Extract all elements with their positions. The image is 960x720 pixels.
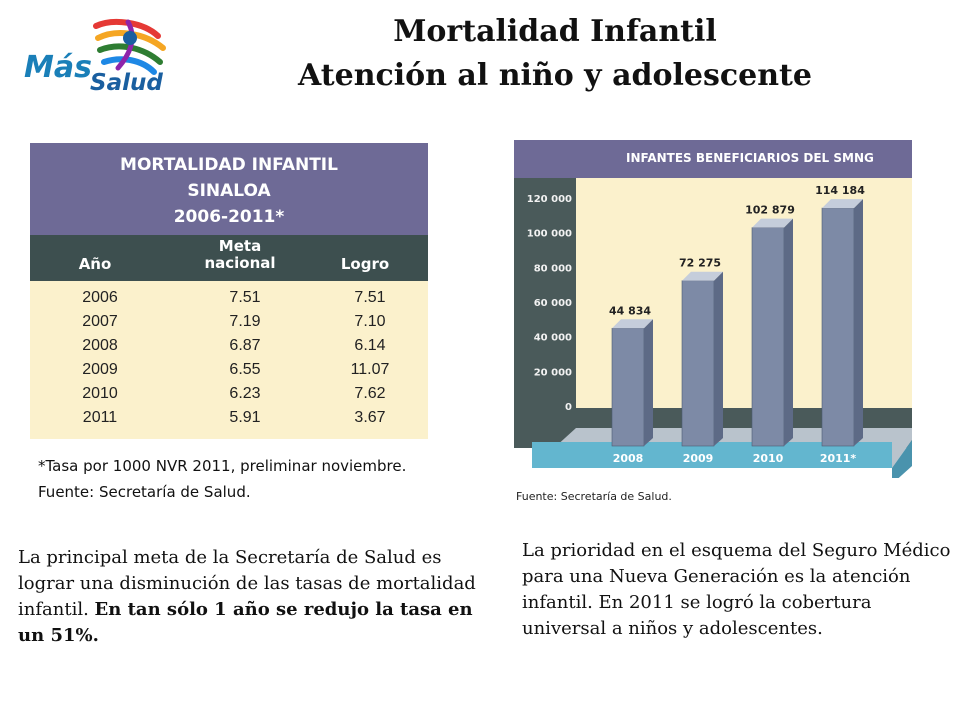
table-title-line: SINALOA bbox=[187, 181, 271, 201]
mortality-table-image: MORTALIDAD INFANTIL SINALOA 2006-2011* A… bbox=[30, 143, 428, 518]
page-title: Mortalidad Infantil bbox=[393, 14, 717, 49]
cell-achievement: 6.14 bbox=[354, 337, 386, 354]
table-title-line: 2006-2011* bbox=[173, 207, 285, 227]
col-header-year: Año bbox=[78, 255, 112, 273]
bar-side bbox=[714, 271, 723, 446]
y-tick-label: 0 bbox=[565, 402, 572, 413]
left-caption: La principal meta de la Secretaría de Sa… bbox=[18, 545, 478, 649]
bar-value-label: 44 834 bbox=[609, 304, 651, 317]
cell-achievement: 3.67 bbox=[354, 409, 386, 426]
bar-side bbox=[854, 199, 863, 446]
table-row: 2010 6.23 7.62 bbox=[30, 385, 428, 407]
cell-goal: 7.51 bbox=[229, 289, 261, 306]
bar-top bbox=[682, 271, 723, 281]
bar-value-label: 102 879 bbox=[745, 204, 795, 217]
cell-achievement: 7.51 bbox=[354, 289, 386, 306]
cell-year: 2006 bbox=[82, 289, 118, 306]
y-tick-label: 20 000 bbox=[534, 367, 572, 378]
bar bbox=[611, 327, 645, 447]
cell-goal: 7.19 bbox=[229, 313, 261, 330]
bar-side bbox=[644, 319, 653, 446]
cell-achievement: 11.07 bbox=[350, 361, 390, 378]
mas-salud-logo bbox=[18, 16, 178, 102]
logo-word-salud: Salud bbox=[90, 70, 163, 96]
table-body: 2006 7.51 7.51 2007 7.19 7.10 2008 6.87 … bbox=[30, 281, 428, 439]
table-title-block: MORTALIDAD INFANTIL SINALOA 2006-2011* bbox=[30, 143, 428, 235]
chart-title: INFANTES BENEFICIARIOS DEL SMNG bbox=[626, 151, 874, 165]
cell-achievement: 7.10 bbox=[354, 313, 386, 330]
left-caption-text: La principal meta de la Secretaría de Sa… bbox=[18, 547, 476, 620]
chart-floor-band bbox=[532, 442, 892, 468]
chart-floor-side bbox=[892, 440, 912, 478]
cell-year: 2010 bbox=[82, 385, 118, 402]
table-header-row: Año Meta nacional Logro bbox=[30, 235, 428, 281]
y-tick-label: 60 000 bbox=[534, 298, 572, 309]
table-note: *Tasa por 1000 NVR 2011, preliminar novi… bbox=[38, 457, 407, 475]
bar-value-label: 114 184 bbox=[815, 184, 865, 197]
x-tick-label: 2008 bbox=[613, 452, 644, 465]
bar-top bbox=[612, 319, 653, 329]
cell-year: 2008 bbox=[82, 337, 118, 354]
table-row: 2006 7.51 7.51 bbox=[30, 289, 428, 311]
chart-plot: 0 20 000 40 000 60 000 80 000 100 000 120 000 4… bbox=[514, 178, 912, 478]
x-tick-label: 2010 bbox=[753, 452, 784, 465]
cell-goal: 6.23 bbox=[229, 385, 261, 402]
cell-goal: 6.87 bbox=[229, 337, 261, 354]
table-source: Fuente: Secretaría de Salud. bbox=[38, 483, 251, 501]
y-tick-label: 40 000 bbox=[534, 333, 572, 344]
y-tick-label: 120 000 bbox=[527, 194, 572, 205]
bar bbox=[681, 280, 715, 447]
y-tick-label: 80 000 bbox=[534, 263, 572, 274]
x-tick-label: 2009 bbox=[683, 452, 714, 465]
cell-year: 2007 bbox=[82, 313, 118, 330]
table-row: 2007 7.19 7.10 bbox=[30, 313, 428, 335]
logo-word-mas: Más bbox=[24, 50, 92, 85]
page-subtitle: Atención al niño y adolescente bbox=[298, 58, 812, 93]
table-row: 2011 5.91 3.67 bbox=[30, 409, 428, 431]
bar bbox=[751, 227, 785, 447]
beneficiaries-chart-image: INFANTES BENEFICIARIOS DEL SMNG 0 20 000 4… bbox=[514, 140, 912, 512]
table-footnote-area: *Tasa por 1000 NVR 2011, preliminar novi… bbox=[30, 439, 428, 518]
bar-value-label: 72 275 bbox=[679, 257, 721, 270]
col-header-achievement: Logro bbox=[340, 255, 390, 273]
left-caption-highlight: En tan sólo 1 año se redujo la tasa en u… bbox=[18, 599, 473, 646]
x-tick-label: 2011* bbox=[820, 452, 857, 465]
table-title-line: MORTALIDAD INFANTIL bbox=[120, 155, 338, 175]
bar-top bbox=[752, 218, 793, 228]
cell-year: 2011 bbox=[82, 409, 118, 426]
y-tick-label: 100 000 bbox=[527, 229, 572, 240]
bar-side bbox=[784, 218, 793, 446]
chart-title-bar: INFANTES BENEFICIARIOS DEL SMNG bbox=[514, 140, 912, 178]
col-header-goal: Meta nacional bbox=[204, 237, 276, 272]
cell-achievement: 7.62 bbox=[354, 385, 386, 402]
logo-swirl-icon bbox=[93, 18, 166, 75]
table-row: 2009 6.55 11.07 bbox=[30, 361, 428, 383]
table-row: 2008 6.87 6.14 bbox=[30, 337, 428, 359]
bar bbox=[821, 207, 855, 447]
bar-top bbox=[822, 199, 863, 209]
cell-year: 2009 bbox=[82, 361, 118, 378]
right-caption: La prioridad en el esquema del Seguro Mé… bbox=[522, 540, 951, 639]
cell-goal: 6.55 bbox=[229, 361, 261, 378]
chart-source: Fuente: Secretaría de Salud. bbox=[516, 490, 672, 503]
cell-goal: 5.91 bbox=[229, 409, 261, 426]
